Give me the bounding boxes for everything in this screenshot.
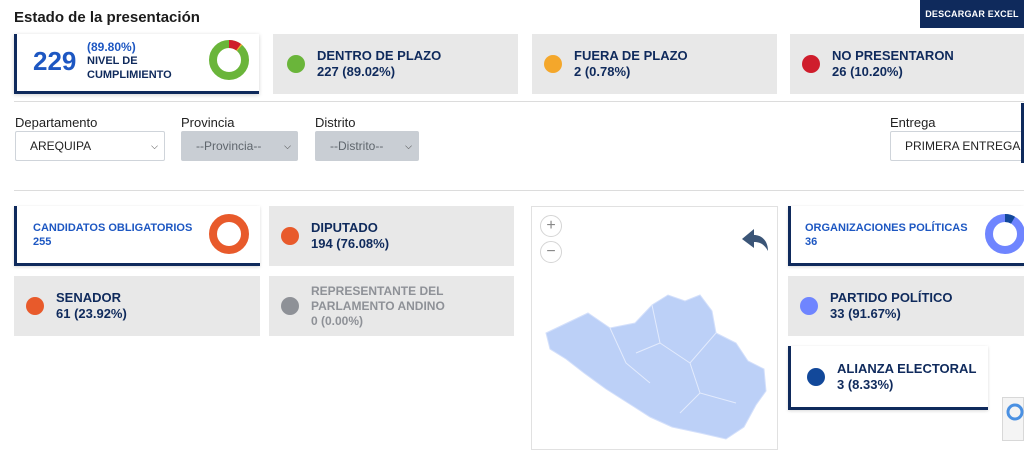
candidatos-title: CANDIDATOS OBLIGATORIOS xyxy=(33,221,193,234)
distrito-label: Distrito xyxy=(315,115,356,130)
chevron-down-icon: ⌵ xyxy=(151,141,158,151)
organizaciones-donut-chart xyxy=(985,214,1024,254)
senador-dot xyxy=(26,297,44,315)
entrega-select[interactable]: PRIMERA ENTREGA xyxy=(890,131,1024,161)
provincia-label: Provincia xyxy=(181,115,235,130)
right-edge-accent xyxy=(1021,103,1024,163)
senador-title: SENADOR xyxy=(56,290,122,305)
entrega-select-value: PRIMERA ENTREGA xyxy=(905,139,1021,153)
status-card-fuera-de-plazo[interactable]: FUERA DE PLAZO 2 (0.78%) xyxy=(532,34,777,94)
distrito-select[interactable]: --Distrito-- ⌵ xyxy=(315,131,419,161)
parlamento-andino-title-line1: REPRESENTANTE DEL xyxy=(311,283,444,298)
status-dot-orange xyxy=(544,55,562,73)
status-dot-green xyxy=(287,55,305,73)
provincia-select-value: --Provincia-- xyxy=(196,139,262,153)
diputado-title: DIPUTADO xyxy=(311,220,378,235)
compliance-label-line1: NIVEL DE xyxy=(87,55,138,67)
alianza-electoral-title: ALIANZA ELECTORAL xyxy=(837,360,977,376)
status-card-no-presentaron[interactable]: NO PRESENTARON 26 (10.20%) xyxy=(790,34,1024,94)
divider-middle xyxy=(14,190,1024,191)
status-card-dentro-de-plazo[interactable]: DENTRO DE PLAZO 227 (89.02%) xyxy=(273,34,518,94)
candidatos-value: 255 xyxy=(33,235,52,248)
departamento-select[interactable]: AREQUIPA ⌵ xyxy=(15,131,165,161)
diputado-value: 194 (76.08%) xyxy=(311,236,390,251)
partido-politico-card[interactable]: PARTIDO POLÍTICO 33 (91.67%) xyxy=(788,276,1024,336)
diputado-card[interactable]: DIPUTADO 194 (76.08%) xyxy=(269,206,514,266)
recaptcha-icon xyxy=(1006,403,1024,421)
organizaciones-politicas-card[interactable]: ORGANIZACIONES POLÍTICAS 36 xyxy=(788,206,1024,266)
compliance-percent: (89.80%) xyxy=(87,40,136,54)
recaptcha-badge[interactable] xyxy=(1002,397,1024,441)
entrega-label: Entrega xyxy=(890,115,936,130)
senador-value: 61 (23.92%) xyxy=(56,306,127,321)
divider-top xyxy=(14,101,1024,102)
status-value: 26 (10.20%) xyxy=(832,64,903,79)
parlamento-andino-card[interactable]: REPRESENTANTE DEL PARLAMENTO ANDINO 0 (0… xyxy=(269,276,514,336)
candidatos-donut-chart xyxy=(209,214,249,254)
diputado-dot xyxy=(281,227,299,245)
map-panel[interactable]: + − xyxy=(531,206,778,450)
organizaciones-value: 36 xyxy=(805,235,818,248)
status-value: 2 (0.78%) xyxy=(574,64,631,79)
arequipa-region-map[interactable] xyxy=(540,293,770,445)
organizaciones-title: ORGANIZACIONES POLÍTICAS xyxy=(805,221,968,234)
chevron-down-icon: ⌵ xyxy=(284,141,291,151)
compliance-donut-red-segment xyxy=(209,40,249,80)
departamento-select-value: AREQUIPA xyxy=(30,139,92,153)
zoom-out-button[interactable]: − xyxy=(540,241,562,263)
partido-politico-title: PARTIDO POLÍTICO xyxy=(830,290,953,305)
back-arrow-icon[interactable] xyxy=(740,227,770,253)
distrito-select-value: --Distrito-- xyxy=(330,139,384,153)
alianza-electoral-dot xyxy=(807,367,825,386)
status-title: FUERA DE PLAZO xyxy=(574,48,688,63)
parlamento-andino-value: 0 (0.00%) xyxy=(311,313,364,328)
alianza-electoral-card[interactable]: ALIANZA ELECTORAL 3 (8.33%) xyxy=(788,346,988,410)
compliance-label: NIVEL DE CUMPLIMIENTO xyxy=(87,54,187,82)
status-value: 227 (89.02%) xyxy=(317,64,396,79)
partido-politico-value: 33 (91.67%) xyxy=(830,306,901,321)
compliance-label-line2: CUMPLIMIENTO xyxy=(87,69,172,81)
status-dot-red xyxy=(802,55,820,73)
download-excel-button[interactable]: DESCARGAR EXCEL xyxy=(920,0,1024,28)
partido-politico-dot xyxy=(800,297,818,315)
parlamento-andino-dot xyxy=(281,297,299,315)
page-title: Estado de la presentación xyxy=(14,9,200,26)
departamento-label: Departamento xyxy=(15,115,98,130)
senador-card[interactable]: SENADOR 61 (23.92%) xyxy=(14,276,260,336)
compliance-donut-chart xyxy=(209,40,249,80)
candidatos-obligatorios-card[interactable]: CANDIDATOS OBLIGATORIOS 255 xyxy=(14,206,260,266)
zoom-in-button[interactable]: + xyxy=(540,215,562,237)
provincia-select[interactable]: --Provincia-- ⌵ xyxy=(181,131,298,161)
parlamento-andino-title-line2: PARLAMENTO ANDINO xyxy=(311,298,445,313)
compliance-count: 229 xyxy=(33,46,77,76)
status-title: DENTRO DE PLAZO xyxy=(317,48,442,63)
chevron-down-icon: ⌵ xyxy=(405,141,412,151)
compliance-summary-card: 229 (89.80%) NIVEL DE CUMPLIMIENTO xyxy=(14,34,259,94)
alianza-electoral-value: 3 (8.33%) xyxy=(837,376,894,392)
status-title: NO PRESENTARON xyxy=(832,48,954,63)
